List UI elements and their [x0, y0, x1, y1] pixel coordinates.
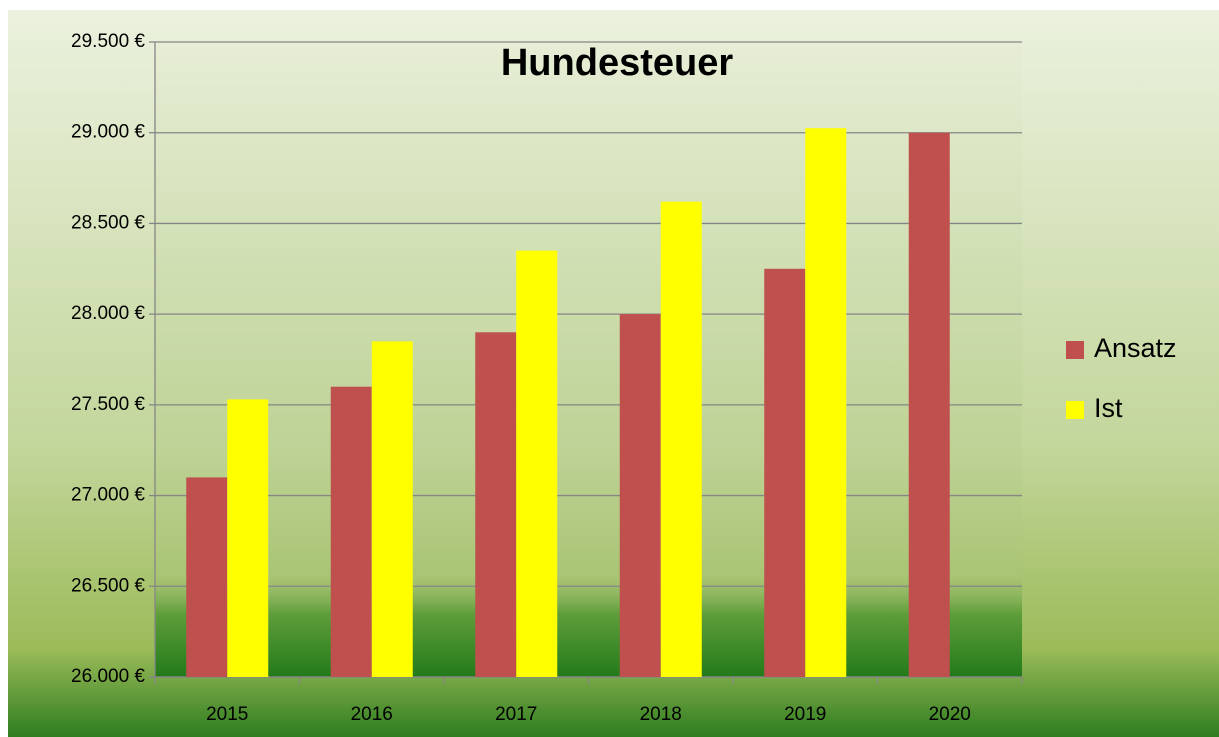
- x-tick-label: 2018: [640, 704, 682, 725]
- bar: [619, 314, 661, 677]
- bar: [908, 132, 950, 677]
- bar: [371, 341, 413, 677]
- bar: [516, 250, 558, 677]
- y-tick-label: 28.000 €: [71, 303, 145, 324]
- plot-background: [155, 42, 1022, 677]
- y-tick-label: 27.000 €: [71, 485, 145, 506]
- legend-swatch: [1066, 401, 1084, 419]
- x-tick-label: 2015: [206, 704, 248, 725]
- x-tick-label: 2016: [351, 704, 393, 725]
- x-tick-label: 2019: [784, 704, 826, 725]
- chart-title: Hundesteuer: [501, 42, 733, 84]
- legend-label: Ansatz: [1094, 333, 1177, 363]
- y-tick-label: 27.500 €: [71, 394, 145, 415]
- bar: [330, 386, 372, 677]
- x-tick-label: 2017: [495, 704, 537, 725]
- y-tick-label: 29.000 €: [71, 122, 145, 143]
- y-tick-label: 29.500 €: [71, 31, 145, 52]
- y-tick-label: 28.500 €: [71, 212, 145, 233]
- legend-label: Ist: [1094, 393, 1123, 423]
- bar: [764, 268, 806, 677]
- y-tick-label: 26.000 €: [71, 666, 145, 687]
- bar: [186, 477, 228, 677]
- bar: [805, 128, 847, 677]
- bar: [660, 201, 702, 677]
- x-tick-label: 2020: [929, 704, 971, 725]
- legend-swatch: [1066, 341, 1084, 359]
- bar: [475, 332, 517, 677]
- bar: [227, 399, 269, 677]
- y-tick-label: 26.500 €: [71, 575, 145, 596]
